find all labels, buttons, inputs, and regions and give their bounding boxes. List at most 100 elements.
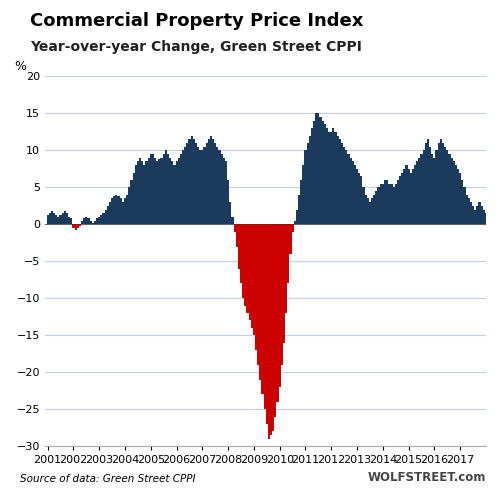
Bar bbox=[380, 183, 382, 224]
Bar bbox=[231, 217, 233, 224]
Bar bbox=[463, 187, 465, 224]
Bar bbox=[135, 165, 137, 224]
Text: WOLFSTREET.com: WOLFSTREET.com bbox=[368, 471, 486, 484]
Bar bbox=[311, 128, 313, 224]
Bar bbox=[270, 224, 272, 435]
Bar bbox=[175, 162, 178, 224]
Bar bbox=[150, 154, 152, 224]
Bar bbox=[130, 180, 133, 224]
Bar bbox=[356, 169, 358, 224]
Bar bbox=[141, 162, 143, 224]
Bar bbox=[281, 224, 283, 365]
Bar bbox=[279, 224, 281, 387]
Bar bbox=[120, 198, 122, 224]
Text: Year-over-year Change, Green Street CPPI: Year-over-year Change, Green Street CPPI bbox=[30, 40, 362, 54]
Bar bbox=[450, 158, 453, 224]
Bar bbox=[285, 224, 287, 313]
Bar bbox=[287, 224, 290, 283]
Bar bbox=[272, 224, 275, 431]
Bar bbox=[485, 213, 487, 224]
Bar bbox=[326, 128, 328, 224]
Bar bbox=[210, 136, 212, 224]
Bar bbox=[227, 180, 229, 224]
Bar bbox=[414, 165, 416, 224]
Bar bbox=[160, 158, 163, 224]
Bar bbox=[264, 224, 266, 409]
Bar bbox=[193, 139, 195, 224]
Bar bbox=[330, 132, 332, 224]
Bar bbox=[468, 198, 470, 224]
Bar bbox=[242, 224, 244, 298]
Bar bbox=[68, 217, 70, 224]
Bar bbox=[392, 187, 395, 224]
Bar bbox=[487, 217, 489, 224]
Bar bbox=[64, 211, 66, 224]
Bar bbox=[66, 213, 68, 224]
Bar bbox=[483, 210, 485, 224]
Bar bbox=[100, 215, 103, 224]
Bar bbox=[491, 221, 493, 224]
Bar bbox=[253, 224, 255, 335]
Bar bbox=[133, 173, 135, 224]
Bar bbox=[369, 202, 371, 224]
Bar bbox=[474, 210, 476, 224]
Bar bbox=[294, 221, 296, 224]
Bar bbox=[332, 128, 335, 224]
Bar bbox=[248, 224, 250, 320]
Bar bbox=[212, 139, 214, 224]
Bar bbox=[180, 154, 182, 224]
Bar bbox=[186, 143, 188, 224]
Bar bbox=[324, 124, 326, 224]
Bar bbox=[113, 196, 115, 224]
Bar bbox=[268, 224, 270, 439]
Bar bbox=[405, 165, 407, 224]
Bar bbox=[94, 221, 96, 224]
Bar bbox=[341, 143, 343, 224]
Bar bbox=[255, 224, 257, 350]
Bar bbox=[358, 173, 360, 224]
Bar bbox=[453, 162, 455, 224]
Bar bbox=[77, 224, 79, 228]
Bar bbox=[197, 147, 199, 224]
Bar bbox=[105, 210, 107, 224]
Bar bbox=[83, 218, 85, 224]
Text: %: % bbox=[14, 60, 26, 73]
Bar bbox=[214, 143, 216, 224]
Bar bbox=[431, 154, 433, 224]
Bar bbox=[81, 221, 83, 224]
Bar bbox=[218, 150, 220, 224]
Bar bbox=[203, 147, 205, 224]
Bar bbox=[422, 150, 425, 224]
Bar bbox=[246, 224, 248, 313]
Bar bbox=[345, 150, 347, 224]
Bar bbox=[96, 218, 98, 224]
Bar bbox=[347, 154, 350, 224]
Bar bbox=[92, 223, 94, 224]
Bar bbox=[190, 136, 193, 224]
Bar bbox=[156, 162, 158, 224]
Bar bbox=[367, 198, 369, 224]
Bar bbox=[72, 224, 75, 228]
Bar bbox=[337, 136, 339, 224]
Bar bbox=[444, 147, 446, 224]
Bar bbox=[373, 195, 375, 224]
Bar bbox=[459, 173, 461, 224]
Bar bbox=[296, 210, 298, 224]
Bar bbox=[307, 143, 309, 224]
Bar bbox=[302, 165, 305, 224]
Bar bbox=[122, 202, 124, 224]
Bar bbox=[399, 176, 401, 224]
Bar bbox=[137, 162, 139, 224]
Bar bbox=[403, 169, 405, 224]
Bar bbox=[365, 195, 367, 224]
Bar bbox=[425, 143, 427, 224]
Bar bbox=[165, 150, 167, 224]
Bar bbox=[163, 154, 165, 224]
Bar bbox=[335, 132, 337, 224]
Bar bbox=[75, 224, 77, 230]
Bar bbox=[173, 165, 175, 224]
Bar bbox=[438, 143, 440, 224]
Bar bbox=[169, 158, 171, 224]
Bar bbox=[305, 150, 307, 224]
Bar bbox=[85, 217, 87, 224]
